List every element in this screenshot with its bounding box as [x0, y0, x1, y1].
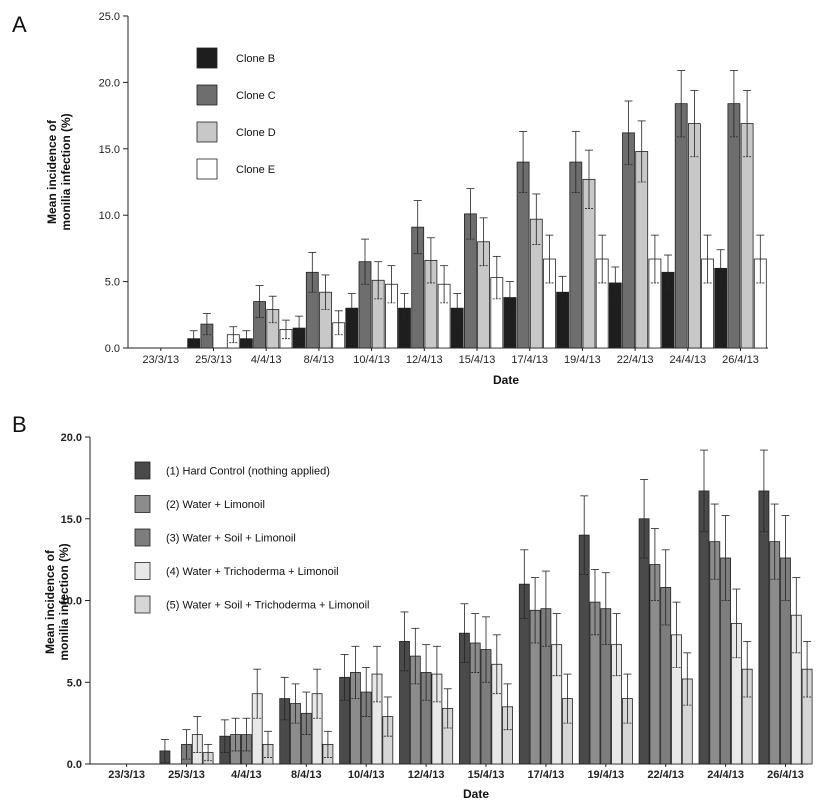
- y-axis-label-line: monilia infection (%): [59, 113, 73, 230]
- legend-swatch: [134, 562, 151, 580]
- bar: [674, 103, 688, 349]
- bar: [688, 123, 701, 349]
- legend-swatch: [134, 595, 151, 614]
- y-axis-label: Mean incidence ofmonilia infection (%): [43, 543, 71, 660]
- x-tick-label: 23/3/13: [108, 769, 145, 781]
- x-tick-label: 12/4/13: [406, 354, 443, 366]
- chart-panel-B: B 0.0 5.0 10.0 15.0 20.0 Mean incidence ofmoni…: [12, 412, 813, 801]
- legend-label: Clone D: [236, 127, 276, 139]
- y-tick-label: 10.0: [99, 210, 120, 222]
- y-tick-label: 20.0: [99, 77, 120, 89]
- y-axis-label: Mean incidence ofmonilia infection (%): [45, 113, 73, 230]
- x-tick-label: 10/4/13: [353, 354, 390, 366]
- legend-label: Clone E: [236, 164, 275, 176]
- y-tick-label: 15.0: [61, 514, 82, 526]
- x-tick-label: 23/3/13: [142, 354, 179, 366]
- x-tick-label: 22/4/13: [647, 769, 684, 781]
- y-tick-label: 15.0: [99, 144, 120, 156]
- x-tick-label: 15/4/13: [468, 769, 505, 781]
- x-tick-label: 25/3/13: [195, 354, 232, 366]
- y-tick-label: 10.0: [61, 596, 82, 608]
- x-tick-label: 19/4/13: [587, 769, 624, 781]
- x-tick-label: 22/4/13: [617, 354, 654, 366]
- x-tick-label: 26/4/13: [722, 354, 759, 366]
- y-tick-label: 5.0: [105, 277, 120, 289]
- y-axis-label-line: Mean incidence of: [43, 549, 57, 654]
- x-tick-label: 24/4/13: [707, 769, 744, 781]
- y-tick-label: 5.0: [67, 677, 82, 689]
- x-tick-label: 17/4/13: [511, 354, 548, 366]
- x-tick-label: 17/4/13: [528, 769, 565, 781]
- y-axis-label-line: monilia infection (%): [57, 543, 71, 660]
- legend-swatch: [134, 461, 151, 480]
- x-tick-label: 10/4/13: [348, 769, 385, 781]
- x-tick-label: 26/4/13: [767, 769, 804, 781]
- x-tick-label: 19/4/13: [564, 354, 601, 366]
- bar: [740, 123, 754, 349]
- x-tick-label: 25/3/13: [168, 769, 205, 781]
- x-axis-label: Date: [463, 787, 489, 801]
- chart-panel-A: A 0.0 5.0 10.0 15.0 20.0 25.0 Mean incidence of…: [12, 11, 768, 387]
- x-tick-label: 8/4/13: [291, 769, 322, 781]
- legend-label: (5) Water + Soil + Trichoderma + Limonoi…: [166, 600, 369, 612]
- x-tick-label: 12/4/13: [408, 769, 445, 781]
- y-tick-label: 25.0: [99, 11, 120, 23]
- y-tick-label: 0.0: [105, 343, 120, 355]
- legend-swatch: [134, 495, 151, 513]
- panel-letter: B: [12, 412, 27, 437]
- legend-label: (2) Water + Limonoil: [166, 499, 265, 511]
- y-tick-label: 0.0: [67, 759, 82, 771]
- legend-swatch: [196, 121, 218, 143]
- x-tick-label: 24/4/13: [669, 354, 706, 366]
- y-axis-label-line: Mean incidence of: [45, 119, 59, 224]
- legend-swatch: [196, 158, 218, 180]
- panel-letter: A: [12, 12, 27, 37]
- legend-label: (4) Water + Trichoderma + Limonoil: [166, 566, 339, 578]
- y-tick-label: 20.0: [61, 432, 82, 444]
- legend-swatch: [134, 528, 151, 547]
- legend-swatch: [196, 47, 218, 69]
- x-tick-label: 8/4/13: [304, 354, 335, 366]
- legend-label: Clone C: [236, 90, 276, 102]
- x-axis-label: Date: [493, 373, 519, 387]
- x-tick-label: 4/4/13: [231, 769, 262, 781]
- x-tick-label: 4/4/13: [251, 354, 282, 366]
- legend-label: Clone B: [236, 53, 275, 65]
- bar: [727, 103, 741, 349]
- x-tick-label: 15/4/13: [459, 354, 496, 366]
- legend-label: (3) Water + Soil + Limonoil: [166, 533, 296, 545]
- legend-swatch: [196, 84, 218, 106]
- legend-label: (1) Hard Control (nothing applied): [166, 466, 330, 478]
